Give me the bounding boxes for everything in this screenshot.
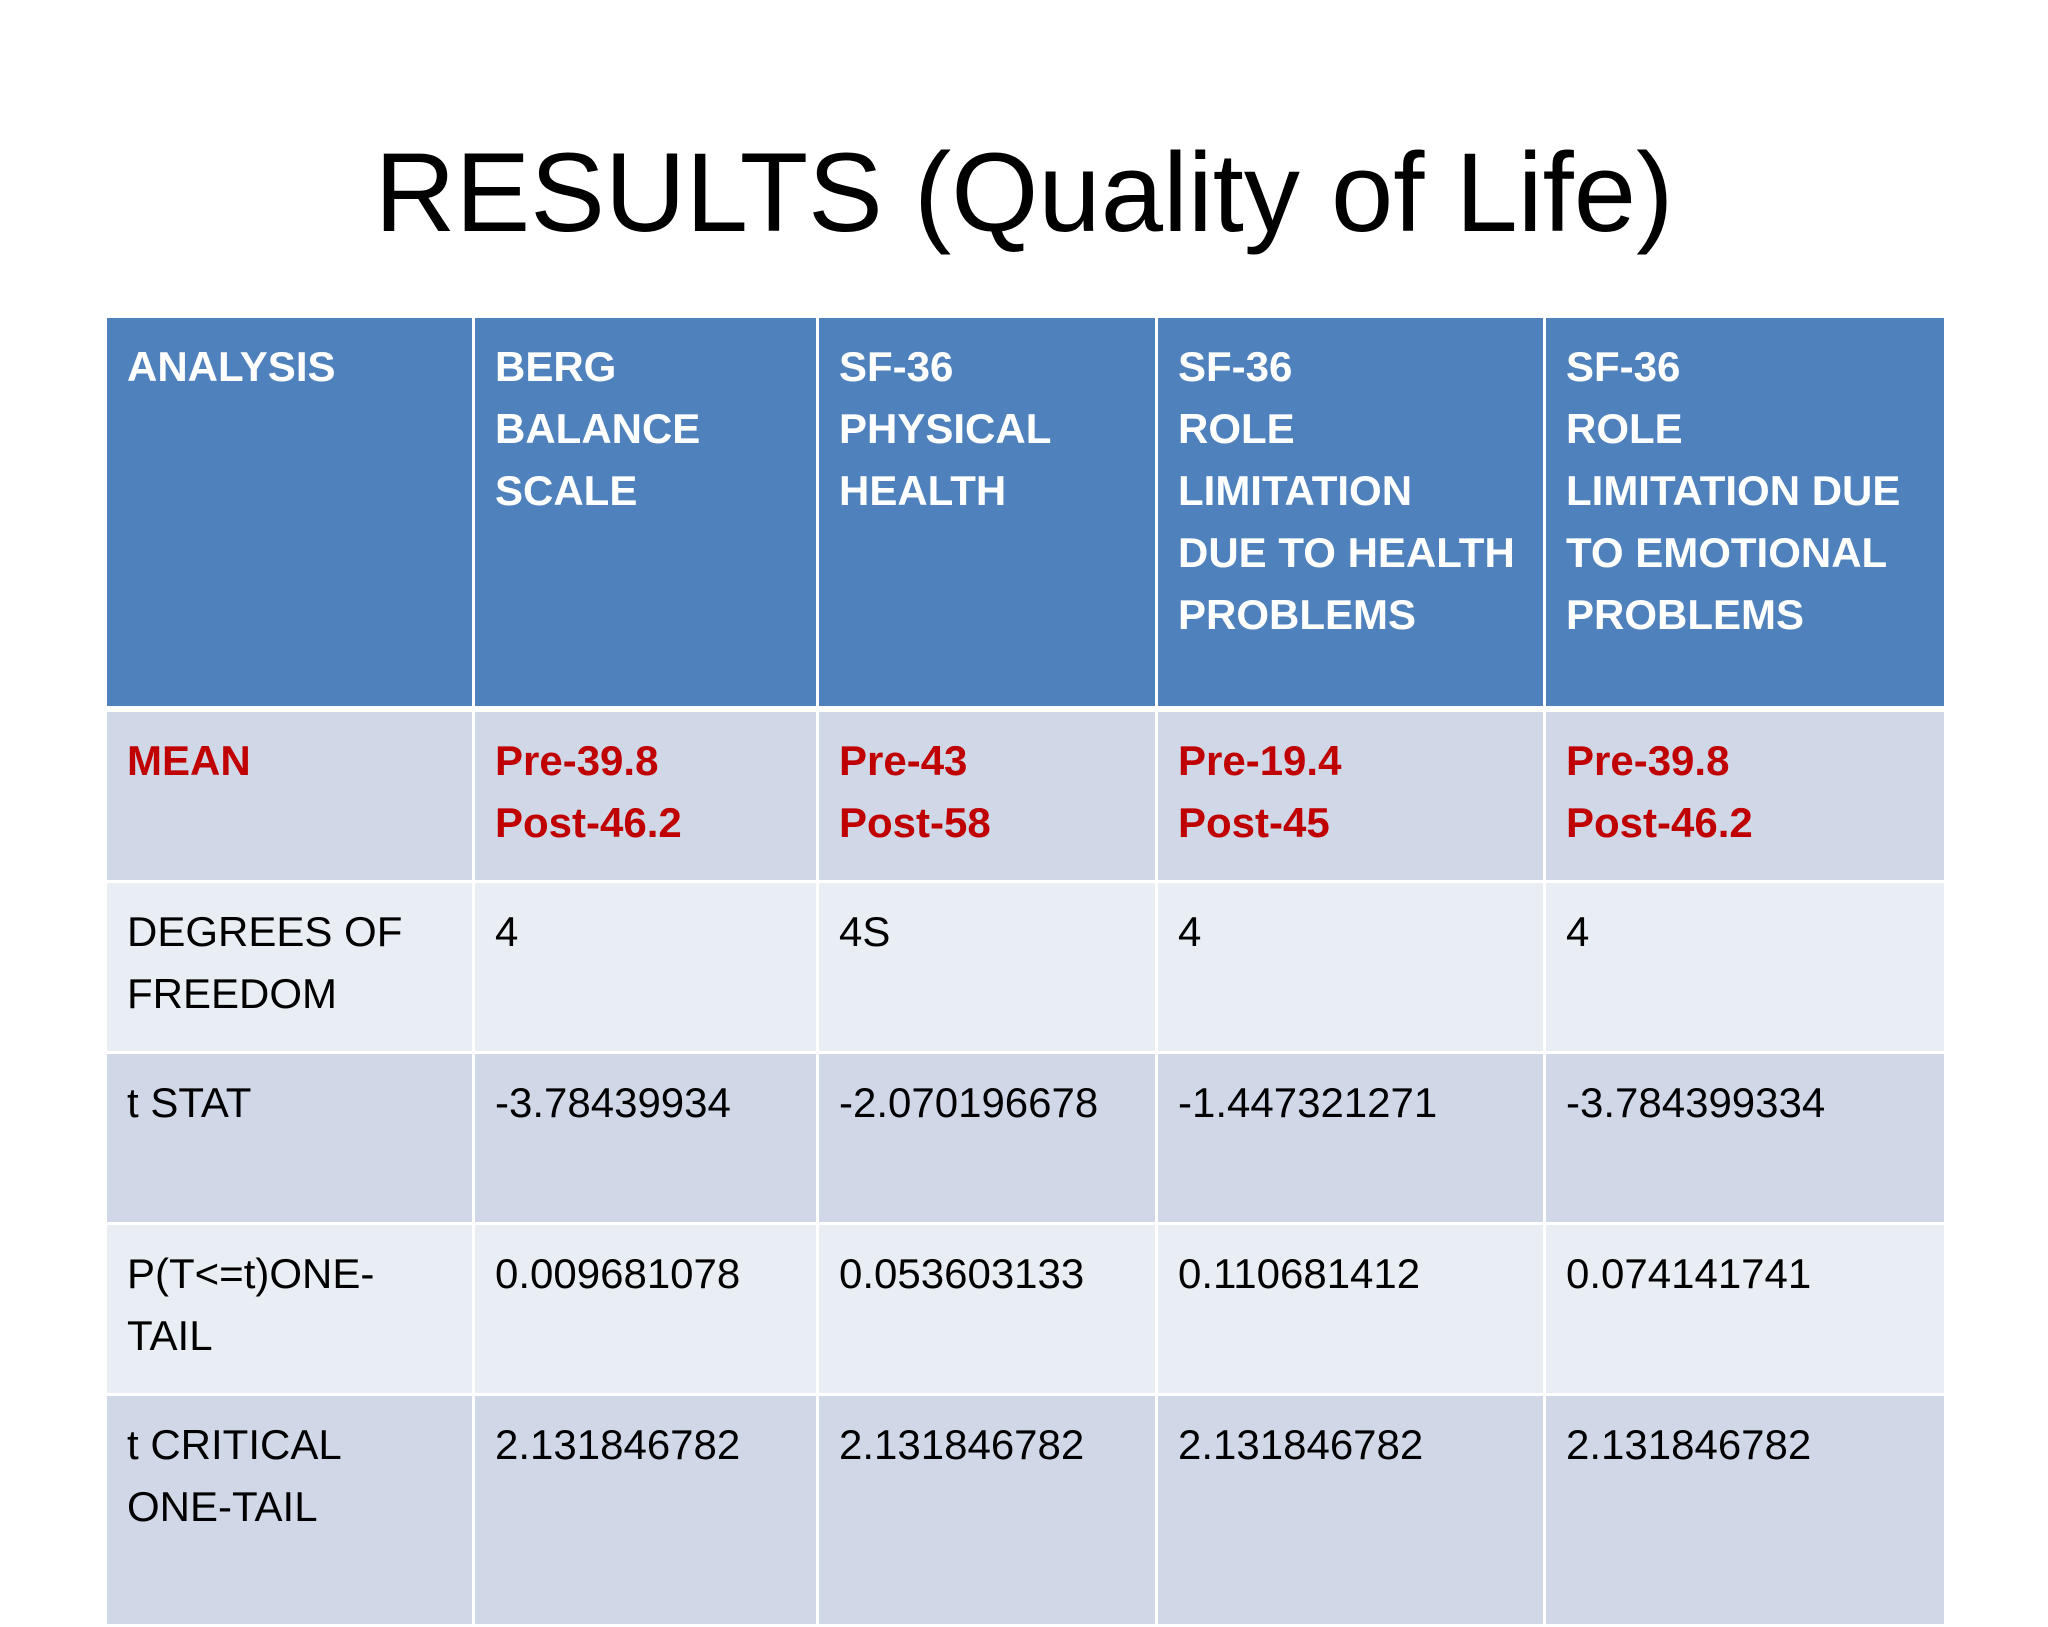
cell-line: 2.131846782 (1566, 1421, 1812, 1468)
cell-line: 0.074141741 (1566, 1250, 1812, 1297)
header-line: PROBLEMS (1178, 591, 1417, 638)
cell-line: 4 (495, 908, 519, 955)
table-cell: 0.009681078 (472, 1222, 819, 1396)
header-line: HEALTH (839, 467, 1007, 514)
cell-line: FREEDOM (127, 970, 337, 1017)
slide-title: RESULTS (Quality of Life) (374, 130, 1674, 255)
header-line: SF-36 (1566, 343, 1681, 390)
table-cell: 4 (472, 880, 819, 1054)
cell-line: 2.131846782 (495, 1421, 741, 1468)
header-sf36-role-limitation-health: SF-36 ROLE LIMITATION DUE TO HEALTH PROB… (1155, 315, 1546, 712)
cell-line: Post-45 (1178, 799, 1330, 846)
header-line: ROLE (1566, 405, 1683, 452)
cell-line: 4S (839, 908, 891, 955)
header-analysis: ANALYSIS (104, 315, 475, 712)
cell-line: 4 (1178, 908, 1202, 955)
cell-line: t CRITICAL (127, 1421, 342, 1468)
header-line: BERG (495, 343, 617, 390)
cell-line: Post-58 (839, 799, 991, 846)
table-cell: 2.131846782 (1155, 1393, 1546, 1627)
table-row-degrees-of-freedom: DEGREES OF FREEDOM 4 4S 4 4 (104, 880, 1947, 1054)
cell-line: TAIL (127, 1312, 213, 1359)
cell-line: DEGREES OF (127, 908, 403, 955)
header-sf36-role-limitation-emotional: SF-36 ROLE LIMITATION DUE TO EMOTIONAL P… (1543, 315, 1947, 712)
table-header-row: ANALYSIS BERG BALANCE SCALE SF-36 PHYSIC… (104, 315, 1947, 712)
cell-line: Pre-39.8 (1566, 737, 1730, 784)
table-cell: 2.131846782 (472, 1393, 819, 1627)
cell-line: 4 (1566, 908, 1590, 955)
cell-line: P(T<=t)ONE- (127, 1250, 375, 1297)
table-cell: Pre-43 Post-58 (816, 707, 1158, 883)
table-row-p-one-tail: P(T<=t)ONE- TAIL 0.009681078 0.053603133… (104, 1222, 1947, 1396)
table-cell: 4 (1543, 880, 1947, 1054)
cell-line: -1.447321271 (1178, 1079, 1438, 1126)
header-line: ANALYSIS (127, 343, 336, 390)
header-berg-balance-scale: BERG BALANCE SCALE (472, 315, 819, 712)
cell-line: 2.131846782 (839, 1421, 1085, 1468)
table-row-t-stat: t STAT -3.78439934 -2.070196678 -1.44732… (104, 1051, 1947, 1225)
header-line: PHYSICAL (839, 405, 1052, 452)
cell-line: Post-46.2 (495, 799, 682, 846)
header-line: PROBLEMS (1566, 591, 1805, 638)
table-cell: Pre-39.8 Post-46.2 (472, 707, 819, 883)
header-sf36-physical-health: SF-36 PHYSICAL HEALTH (816, 315, 1158, 712)
table-row-t-critical: t CRITICAL ONE-TAIL 2.131846782 2.131846… (104, 1393, 1947, 1627)
cell-line: ONE-TAIL (127, 1483, 318, 1530)
table-cell: 4 (1155, 880, 1546, 1054)
cell-line: 2.131846782 (1178, 1421, 1424, 1468)
header-line: LIMITATION (1178, 467, 1413, 514)
row-label: DEGREES OF FREEDOM (104, 880, 475, 1054)
cell-line: Pre-39.8 (495, 737, 659, 784)
header-line: SF-36 (839, 343, 954, 390)
cell-line: t STAT (127, 1079, 252, 1126)
header-line: DUE TO HEALTH (1178, 529, 1515, 576)
header-line: BALANCE (495, 405, 701, 452)
cell-line: 0.110681412 (1178, 1250, 1421, 1297)
header-line: SF-36 (1178, 343, 1293, 390)
row-label: t CRITICAL ONE-TAIL (104, 1393, 475, 1627)
table-row-mean: MEAN Pre-39.8 Post-46.2 Pre-43 Post-58 P… (104, 707, 1947, 883)
table-cell: -3.784399334 (1543, 1051, 1947, 1225)
cell-line: -3.784399334 (1566, 1079, 1826, 1126)
table-cell: 0.110681412 (1155, 1222, 1546, 1396)
table-cell: Pre-19.4 Post-45 (1155, 707, 1546, 883)
table-cell: 0.074141741 (1543, 1222, 1947, 1396)
table-cell: -2.070196678 (816, 1051, 1158, 1225)
row-label: t STAT (104, 1051, 475, 1225)
cell-line: Pre-19.4 (1178, 737, 1342, 784)
table-cell: 0.053603133 (816, 1222, 1158, 1396)
header-line: TO EMOTIONAL (1566, 529, 1888, 576)
cell-line: Pre-43 (839, 737, 968, 784)
row-label: P(T<=t)ONE- TAIL (104, 1222, 475, 1396)
table-cell: 2.131846782 (816, 1393, 1158, 1627)
results-table: ANALYSIS BERG BALANCE SCALE SF-36 PHYSIC… (104, 315, 1947, 1627)
table-cell: Pre-39.8 Post-46.2 (1543, 707, 1947, 883)
cell-line: 0.053603133 (839, 1250, 1085, 1297)
cell-line: -3.78439934 (495, 1079, 731, 1126)
table-cell: -1.447321271 (1155, 1051, 1546, 1225)
cell-line: MEAN (127, 737, 251, 784)
header-line: LIMITATION DUE (1566, 467, 1901, 514)
header-line: ROLE (1178, 405, 1295, 452)
table-cell: 4S (816, 880, 1158, 1054)
cell-line: -2.070196678 (839, 1079, 1099, 1126)
table-cell: 2.131846782 (1543, 1393, 1947, 1627)
header-line: SCALE (495, 467, 638, 514)
table-cell: -3.78439934 (472, 1051, 819, 1225)
cell-line: 0.009681078 (495, 1250, 741, 1297)
cell-line: Post-46.2 (1566, 799, 1753, 846)
row-label: MEAN (104, 707, 475, 883)
